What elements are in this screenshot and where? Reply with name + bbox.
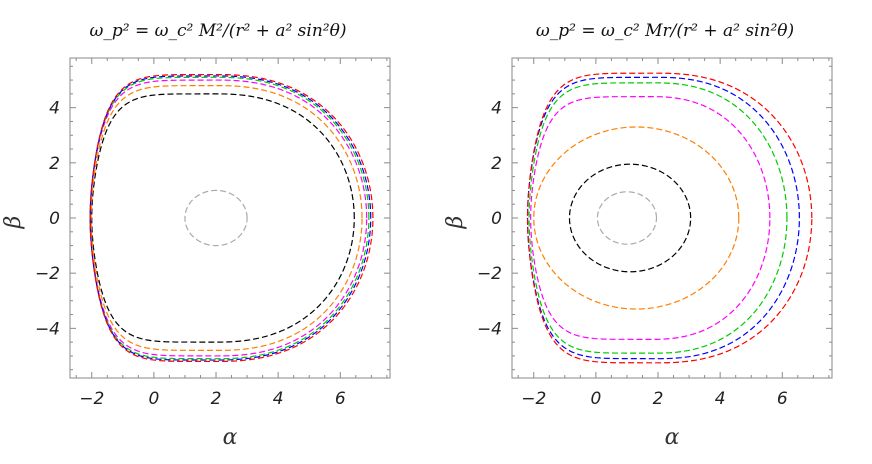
left-x-tick-label: 2 bbox=[211, 389, 222, 409]
left-y-tick-label: 4 bbox=[49, 99, 60, 119]
left-curve-3 bbox=[89, 79, 368, 357]
left-curve-1 bbox=[91, 93, 355, 343]
left-y-tick-label: −2 bbox=[35, 264, 60, 284]
right-panel: ω_p² = ω_c² Mr/(r² + a² sin²θ) −2 0 2 4 6−4−… bbox=[443, 21, 833, 450]
right-x-tick-label: −2 bbox=[521, 389, 546, 409]
right-x-tick-label: 0 bbox=[590, 389, 601, 409]
left-panel: ω_p² = ω_c² M²/(r² + a² sin²θ) −2 0 2 4 6−4−… bbox=[1, 21, 391, 450]
right-curve-2 bbox=[533, 126, 740, 310]
left-x-axis-label: α bbox=[223, 425, 238, 450]
right-curve-6 bbox=[526, 72, 813, 364]
right-y-tick-label: 2 bbox=[491, 154, 502, 174]
left-x-tick-label: −2 bbox=[79, 389, 104, 409]
right-y-axis-label: β bbox=[443, 216, 468, 230]
right-curve-1 bbox=[568, 163, 692, 273]
left-y-tick-label: 2 bbox=[49, 154, 60, 174]
right-ticks: −2 0 2 4 6 −4 −2 0 2 4 bbox=[477, 58, 832, 409]
left-plot-frame bbox=[69, 57, 391, 379]
right-curve-5 bbox=[526, 76, 800, 360]
right-curve-0 bbox=[596, 191, 658, 245]
right-y-tick-label: 4 bbox=[491, 99, 502, 119]
right-panel-title: ω_p² = ω_c² Mr/(r² + a² sin²θ) bbox=[536, 21, 794, 41]
right-y-tick-label: 0 bbox=[491, 209, 502, 229]
right-y-tick-label: −2 bbox=[477, 264, 502, 284]
right-plot-frame bbox=[511, 57, 833, 379]
left-curve-5 bbox=[89, 75, 372, 361]
left-y-tick-label: −4 bbox=[35, 319, 60, 339]
left-ticks: −2 0 2 4 6 −4 −2 0 2 4 bbox=[35, 58, 390, 409]
right-curve-3 bbox=[530, 96, 771, 340]
left-curves bbox=[89, 73, 374, 363]
left-x-tick-label: 6 bbox=[335, 389, 346, 409]
left-y-tick-label: 0 bbox=[49, 209, 60, 229]
left-panel-title: ω_p² = ω_c² M²/(r² + a² sin²θ) bbox=[90, 21, 347, 41]
left-curve-2 bbox=[90, 84, 363, 352]
right-y-tick-label: −4 bbox=[477, 319, 502, 339]
right-x-tick-label: 4 bbox=[715, 389, 726, 409]
right-x-tick-label: 6 bbox=[777, 389, 788, 409]
left-y-axis-label: β bbox=[1, 216, 26, 230]
left-x-tick-label: 4 bbox=[273, 389, 284, 409]
left-curve-0 bbox=[184, 189, 248, 247]
left-curve-6 bbox=[89, 73, 374, 363]
left-x-tick-label: 0 bbox=[148, 389, 159, 409]
right-x-axis-label: α bbox=[665, 425, 680, 450]
right-curves bbox=[526, 72, 813, 364]
right-curve-4 bbox=[528, 82, 788, 354]
right-x-tick-label: 2 bbox=[653, 389, 664, 409]
